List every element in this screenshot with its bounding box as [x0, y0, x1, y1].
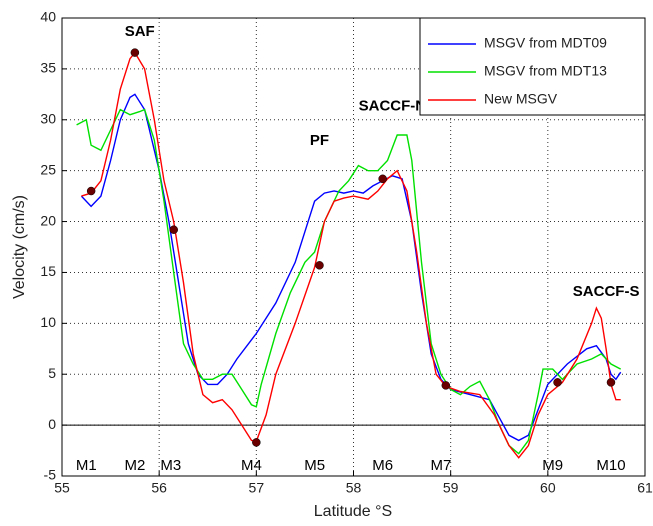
mooring-label: M1 — [76, 457, 97, 474]
legend-box — [419, 17, 646, 116]
series-line — [76, 108, 622, 455]
marker-point — [378, 174, 387, 184]
x-tick-label: 58 — [346, 480, 362, 496]
mooring-label: M9 — [542, 457, 563, 474]
y-tick-label: 30 — [40, 110, 56, 126]
x-axis-label: Latitude °S — [314, 503, 392, 520]
x-tick-label: 55 — [54, 480, 70, 496]
marker-point — [553, 378, 562, 387]
marker-point — [441, 381, 451, 390]
mooring-label: M5 — [304, 457, 325, 474]
marker-point — [252, 438, 261, 447]
y-tick-label: 40 — [40, 9, 56, 25]
series-line — [81, 51, 621, 459]
plot-frame — [61, 17, 646, 477]
mooring-label: M4 — [241, 457, 262, 474]
mooring-label: M3 — [160, 457, 181, 474]
mooring-label: M6 — [372, 457, 393, 474]
marker-point — [315, 261, 324, 270]
x-tick-label: 61 — [637, 480, 653, 496]
x-tick-label: 57 — [249, 480, 265, 496]
y-tick-label: 15 — [40, 263, 56, 279]
annotation: SAF — [125, 23, 155, 40]
marker-point — [169, 225, 178, 234]
y-tick-label: 25 — [40, 161, 56, 177]
y-tick-label: 0 — [48, 416, 56, 432]
legend-label: MSGV from MDT09 — [484, 35, 607, 51]
y-axis-label: Velocity (cm/s) — [11, 195, 28, 299]
y-tick-label: 5 — [48, 365, 56, 381]
y-tick-label: -5 — [44, 467, 57, 483]
annotation: SACCF-S — [573, 283, 640, 300]
mooring-label: M10 — [596, 457, 625, 474]
legend-label: New MSGV — [484, 91, 558, 107]
annotation: PF — [310, 132, 329, 149]
y-tick-label: 35 — [40, 60, 56, 76]
x-tick-label: 56 — [151, 480, 167, 496]
marker-point — [606, 378, 616, 387]
x-tick-label: 59 — [443, 480, 459, 496]
legend-label: MSGV from MDT13 — [484, 63, 607, 79]
marker-point — [130, 48, 140, 57]
y-tick-label: 10 — [40, 314, 56, 330]
y-tick-label: 20 — [40, 212, 56, 228]
annotation: SACCF-N — [359, 98, 427, 115]
mooring-label: M7 — [431, 457, 452, 474]
mooring-label: M2 — [124, 457, 145, 474]
x-tick-label: 60 — [540, 480, 556, 496]
marker-point — [86, 186, 96, 196]
